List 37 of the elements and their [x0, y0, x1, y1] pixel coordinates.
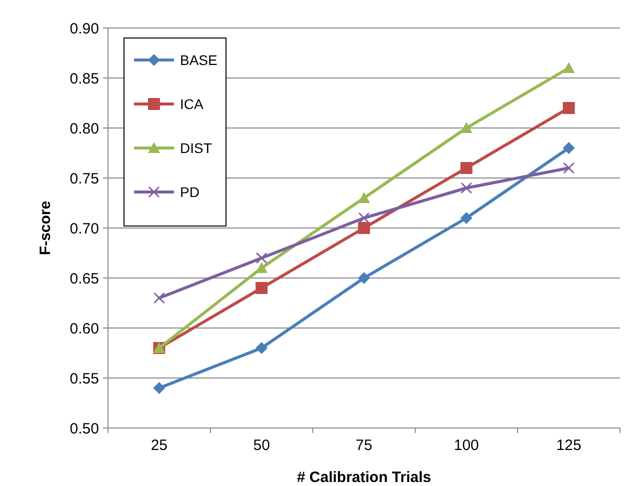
legend-label: PD — [180, 184, 200, 200]
point — [460, 212, 472, 224]
x-tick-label: 100 — [454, 437, 479, 454]
y-tick-label: 0.75 — [70, 170, 99, 188]
point — [153, 382, 166, 394]
y-tick-label: 0.60 — [70, 320, 99, 338]
point — [562, 102, 575, 114]
point — [460, 122, 472, 133]
x-tick-label: 50 — [253, 437, 270, 454]
y-tick-label: 0.70 — [70, 220, 99, 238]
point — [358, 222, 370, 234]
legend-label: ICA — [180, 96, 204, 112]
legend-label: DIST — [180, 140, 212, 156]
point — [562, 62, 575, 73]
y-tick-label: 0.90 — [70, 20, 99, 38]
x-axis-title: # Calibration Trials — [296, 469, 432, 486]
y-tick-label: 0.65 — [70, 270, 99, 288]
point — [460, 162, 472, 174]
y-axis-title: F-score — [37, 200, 54, 256]
point — [563, 162, 575, 174]
point — [358, 212, 370, 224]
point — [358, 192, 370, 203]
point — [256, 252, 268, 264]
point — [358, 272, 370, 284]
x-tick-label: 25 — [150, 437, 168, 454]
point — [153, 292, 165, 304]
point — [256, 282, 268, 294]
legend-label: BASE — [180, 52, 218, 68]
x-tick-label: 75 — [356, 437, 372, 454]
y-tick-label: 0.85 — [70, 70, 99, 88]
x-tick-label: 125 — [556, 437, 582, 454]
y-tick-label: 0.50 — [70, 420, 99, 438]
point — [256, 342, 268, 354]
y-tick-label: 0.55 — [70, 370, 99, 388]
point — [460, 182, 472, 194]
point — [562, 142, 575, 154]
y-tick-label: 0.80 — [70, 120, 99, 138]
